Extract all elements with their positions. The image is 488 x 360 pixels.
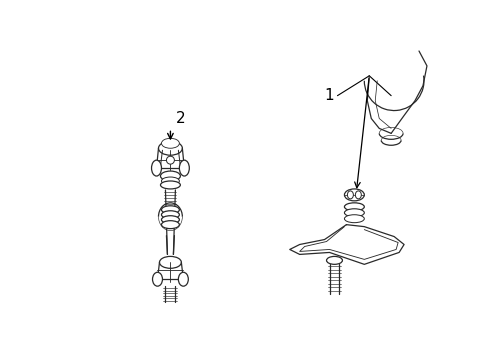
Ellipse shape — [355, 191, 361, 199]
Ellipse shape — [178, 272, 188, 286]
Ellipse shape — [346, 191, 353, 199]
Text: 2: 2 — [175, 111, 185, 126]
Ellipse shape — [161, 138, 179, 148]
Ellipse shape — [161, 177, 179, 185]
Ellipse shape — [160, 171, 180, 181]
Ellipse shape — [161, 216, 179, 224]
Ellipse shape — [159, 256, 181, 268]
Ellipse shape — [161, 211, 179, 219]
Ellipse shape — [326, 256, 342, 264]
Ellipse shape — [344, 189, 364, 201]
Ellipse shape — [179, 160, 189, 176]
Ellipse shape — [161, 206, 179, 214]
Ellipse shape — [161, 221, 179, 229]
Ellipse shape — [160, 181, 180, 189]
Ellipse shape — [151, 160, 161, 176]
Ellipse shape — [166, 156, 174, 164]
Ellipse shape — [152, 272, 162, 286]
Ellipse shape — [158, 141, 182, 155]
Ellipse shape — [344, 203, 364, 211]
Ellipse shape — [344, 215, 364, 223]
Text: 1: 1 — [324, 88, 334, 103]
Ellipse shape — [344, 209, 364, 217]
